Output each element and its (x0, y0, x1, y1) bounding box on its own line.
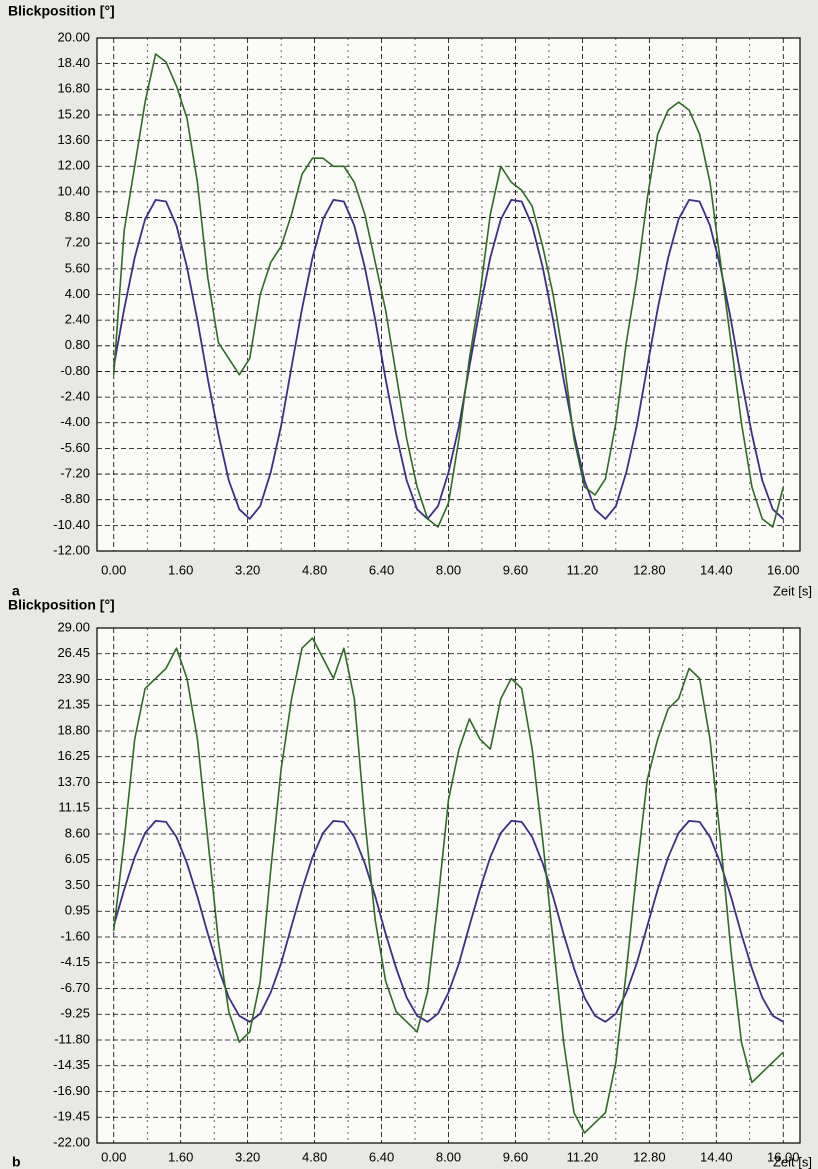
y-tick-label: 21.35 (57, 697, 90, 712)
x-tick-label: 6.40 (369, 562, 394, 577)
x-tick-label: 3.20 (235, 1149, 260, 1164)
y-tick-label: -10.40 (53, 517, 90, 532)
y-tick-label: -2.40 (60, 389, 90, 404)
x-tick-label: 8.00 (436, 562, 461, 577)
panel-label: a (12, 583, 20, 599)
x-axis-label: Zeit [s] (773, 583, 812, 598)
x-tick-label: 0.00 (101, 1149, 126, 1164)
y-tick-label: 10.40 (57, 183, 90, 198)
y-tick-label: -4.00 (60, 414, 90, 429)
y-tick-label: 6.05 (65, 851, 90, 866)
x-tick-label: 8.00 (436, 1149, 461, 1164)
x-tick-label: 16.00 (767, 1149, 800, 1164)
y-tick-label: 3.50 (65, 877, 90, 892)
y-tick-label: 18.40 (57, 55, 90, 70)
y-tick-label: 13.60 (57, 132, 90, 147)
data-line (112, 637, 784, 1134)
y-tick-label: 23.90 (57, 671, 90, 686)
x-tick-label: 9.60 (503, 1149, 528, 1164)
y-tick-label: 20.00 (57, 29, 90, 44)
y-tick-label: -7.20 (60, 465, 90, 480)
y-tick-label: -8.80 (60, 491, 90, 506)
y-axis-label: Blickposition [°] (8, 3, 115, 19)
y-tick-label: -1.60 (60, 928, 90, 943)
y-tick-label: 8.80 (65, 209, 90, 224)
y-tick-label: -9.25 (60, 1006, 90, 1021)
y-tick-label: 11.15 (58, 800, 90, 815)
y-tick-label: 0.95 (65, 903, 90, 918)
y-tick-label: 5.60 (65, 260, 90, 275)
y-tick-label: 18.80 (57, 722, 90, 737)
y-tick-label: 7.20 (65, 235, 90, 250)
y-tick-label: -19.45 (53, 1109, 90, 1124)
y-axis-label: Blickposition [°] (8, 597, 115, 613)
x-tick-label: 14.40 (700, 1149, 733, 1164)
x-tick-label: 0.00 (101, 562, 126, 577)
x-tick-label: 14.40 (700, 562, 733, 577)
y-tick-label: 16.80 (57, 81, 90, 96)
y-tick-label: 15.20 (57, 106, 90, 121)
y-tick-label: -12.00 (53, 542, 90, 557)
y-tick-label: 8.60 (65, 825, 90, 840)
y-tick-label: -4.15 (60, 954, 90, 969)
y-tick-label: 4.00 (65, 286, 90, 301)
y-tick-label: 12.00 (57, 158, 90, 173)
x-tick-label: 9.60 (503, 562, 528, 577)
y-tick-label: 13.70 (57, 774, 90, 789)
y-tick-label: 26.45 (57, 645, 90, 660)
x-tick-label: 11.20 (567, 1149, 599, 1164)
x-tick-label: 11.20 (567, 562, 599, 577)
data-line (112, 53, 785, 528)
x-tick-label: 12.80 (633, 1149, 666, 1164)
y-tick-label: -14.35 (53, 1057, 90, 1072)
x-tick-label: 16.00 (767, 562, 800, 577)
data-line (112, 199, 784, 520)
x-tick-label: 3.20 (235, 562, 260, 577)
x-tick-label: 12.80 (633, 562, 666, 577)
x-axis-label: Zeit [s] (773, 1154, 812, 1169)
x-tick-label: 6.40 (369, 1149, 394, 1164)
y-tick-label: -0.80 (60, 363, 90, 378)
y-tick-label: -22.00 (53, 1134, 90, 1149)
y-tick-label: 29.00 (57, 619, 90, 634)
x-tick-label: 1.60 (168, 1149, 193, 1164)
y-tick-label: -6.70 (60, 980, 90, 995)
panel-label: b (12, 1154, 21, 1169)
y-tick-label: 16.25 (57, 748, 90, 763)
y-tick-label: -5.60 (60, 440, 90, 455)
y-tick-label: -11.80 (54, 1031, 90, 1046)
x-tick-label: 4.80 (302, 562, 327, 577)
y-tick-label: -16.90 (53, 1083, 90, 1098)
y-tick-label: 0.80 (65, 337, 90, 352)
x-tick-label: 1.60 (168, 562, 193, 577)
y-tick-label: 2.40 (65, 312, 90, 327)
x-tick-label: 4.80 (302, 1149, 327, 1164)
